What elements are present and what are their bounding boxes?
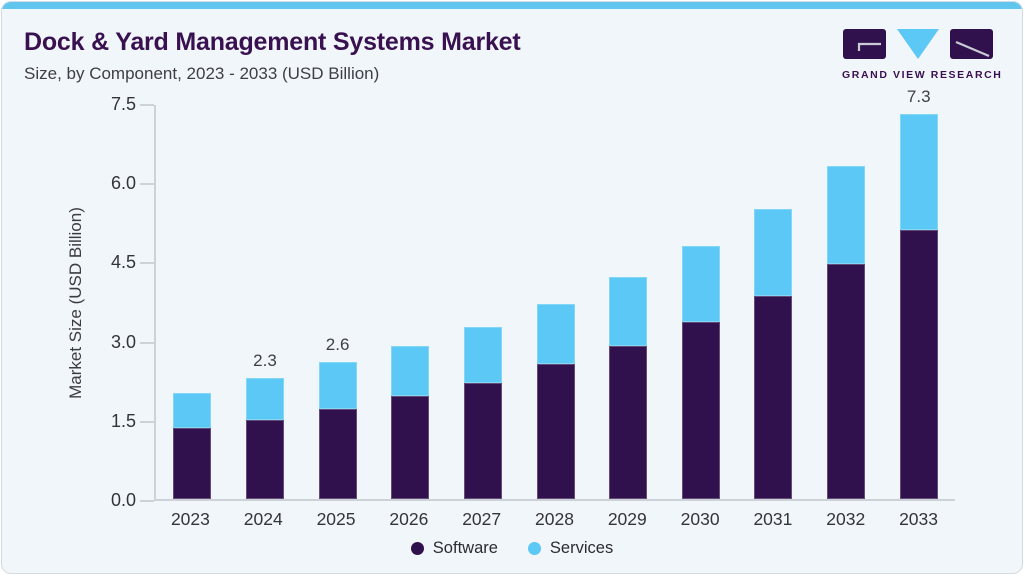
- bar-group-2025: 2.6: [301, 105, 374, 499]
- logo-v-triangle: [897, 29, 939, 59]
- x-axis-label-2023: 2023: [170, 509, 210, 529]
- bar-stack-2027: [463, 327, 502, 499]
- x-axis-label-2030: 2030: [680, 509, 720, 529]
- bar-segment-services-2023: [173, 393, 212, 428]
- logo-r-block: [950, 29, 993, 59]
- bar-segment-software-2029: [609, 345, 648, 499]
- y-tick-mark: [140, 183, 154, 186]
- bar-stack-2033: [899, 113, 938, 499]
- bar-segment-services-2029: [609, 277, 648, 346]
- y-axis-title: Market Size (USD Billion): [66, 207, 86, 399]
- bar-stack-2031: [754, 208, 793, 499]
- gvr-logo-mark: [843, 29, 993, 59]
- bar-segment-software-2033: [899, 229, 938, 499]
- y-tick-label: 7.5: [110, 94, 136, 114]
- legend-item-services: Services: [527, 539, 614, 558]
- page-subtitle: Size, by Component, 2023 - 2033 (USD Bil…: [24, 64, 380, 83]
- x-axis-label-2024: 2024: [243, 509, 283, 529]
- x-axis-label-2032: 2032: [826, 509, 866, 529]
- gvr-logo: GRAND VIEW RESEARCH: [842, 28, 1003, 81]
- legend-dot-services: [527, 542, 541, 555]
- bar-stack-2029: [609, 277, 648, 499]
- bar-stack-2030: [681, 245, 720, 499]
- x-axis-label-2028: 2028: [535, 509, 574, 529]
- bar-segment-software-2026: [391, 396, 430, 499]
- y-tick-mark: [140, 262, 154, 265]
- legend-item-software: Software: [410, 539, 498, 558]
- y-tick-mark: [140, 341, 154, 344]
- x-axis-label-2033: 2033: [899, 509, 938, 529]
- logo-r-glyph: [955, 40, 990, 58]
- bar-segment-services-2024: [245, 377, 284, 420]
- bar-stack-2024: [245, 377, 284, 499]
- bar-stack-2023: [173, 393, 212, 499]
- bar-group-2023: [156, 105, 229, 499]
- bar-group-2026: [374, 105, 447, 499]
- bar-group-2030: [664, 105, 737, 499]
- bar-segment-services-2033: [899, 113, 938, 230]
- bar-stack-2028: [536, 303, 575, 499]
- bar-segment-services-2030: [681, 245, 720, 323]
- bar-stack-2025: [318, 361, 357, 499]
- y-tick-mark: [140, 500, 154, 502]
- x-axis-label-2027: 2027: [462, 509, 502, 529]
- bar-segment-software-2027: [463, 382, 502, 499]
- y-tick-label: 1.5: [110, 410, 136, 431]
- bar-segment-software-2025: [318, 409, 357, 499]
- y-tick-label: 0.0: [110, 490, 136, 510]
- bar-segment-services-2028: [536, 303, 575, 365]
- y-tick-mark: [140, 104, 154, 106]
- bar-stack-2026: [391, 345, 430, 499]
- y-tick-label: 6.0: [110, 173, 136, 194]
- bar-segment-software-2030: [681, 322, 720, 499]
- logo-g-glyph: [857, 42, 881, 51]
- x-axis-label-2029: 2029: [607, 509, 647, 529]
- legend-dot-software: [410, 542, 424, 555]
- plot-area: 0.0 1.5 3.0 4.5 6.0 7.5 2.3 2.6 7.3: [111, 87, 955, 510]
- legend-label-software: Software: [432, 539, 498, 557]
- bar-stack-2032: [827, 166, 866, 499]
- x-axis-label-2025: 2025: [316, 509, 356, 529]
- bar-segment-services-2031: [754, 208, 793, 296]
- gvr-logo-text: GRAND VIEW RESEARCH: [842, 69, 1003, 81]
- bar-group-2031: [737, 105, 810, 499]
- bar-segment-services-2032: [827, 166, 866, 265]
- bar-group-2024: 2.3: [229, 105, 302, 499]
- bar-segment-software-2031: [754, 295, 793, 499]
- legend-label-services: Services: [549, 539, 614, 557]
- bar-segment-software-2032: [827, 264, 866, 499]
- bar-group-2029: [592, 105, 665, 499]
- bar-series: 2.3 2.6 7.3: [156, 87, 955, 499]
- bar-segment-software-2023: [173, 427, 212, 499]
- bar-total-label-2025: 2.6: [325, 334, 350, 354]
- bar-segment-services-2027: [463, 327, 502, 383]
- bar-total-label-2033: 7.3: [906, 86, 931, 106]
- bar-group-2027: [447, 105, 520, 499]
- y-tick-label: 4.5: [110, 252, 136, 273]
- bar-group-2033: 7.3: [882, 87, 955, 499]
- bar-segment-services-2026: [391, 345, 430, 397]
- bar-segment-software-2028: [536, 364, 575, 499]
- page-title: Dock & Yard Management Systems Market: [24, 28, 521, 56]
- y-tick-label: 3.0: [110, 331, 136, 352]
- x-axis-label-2031: 2031: [753, 509, 793, 529]
- bar-total-label-2024: 2.3: [253, 350, 277, 370]
- bar-group-2032: [810, 105, 883, 499]
- x-axis-labels: 2023 2024 2025 2026 2027 2028 2029 2030 2031 2032…: [154, 509, 955, 530]
- accent-strip: [2, 2, 1022, 9]
- header: Dock & Yard Management Systems Market Si…: [24, 28, 1003, 84]
- x-axis-label-2026: 2026: [389, 509, 429, 529]
- bar-segment-services-2025: [318, 361, 357, 410]
- y-tick-mark: [140, 420, 154, 423]
- bar-segment-software-2024: [245, 419, 284, 499]
- legend: Software Services: [2, 539, 1022, 558]
- bar-group-2028: [519, 105, 592, 499]
